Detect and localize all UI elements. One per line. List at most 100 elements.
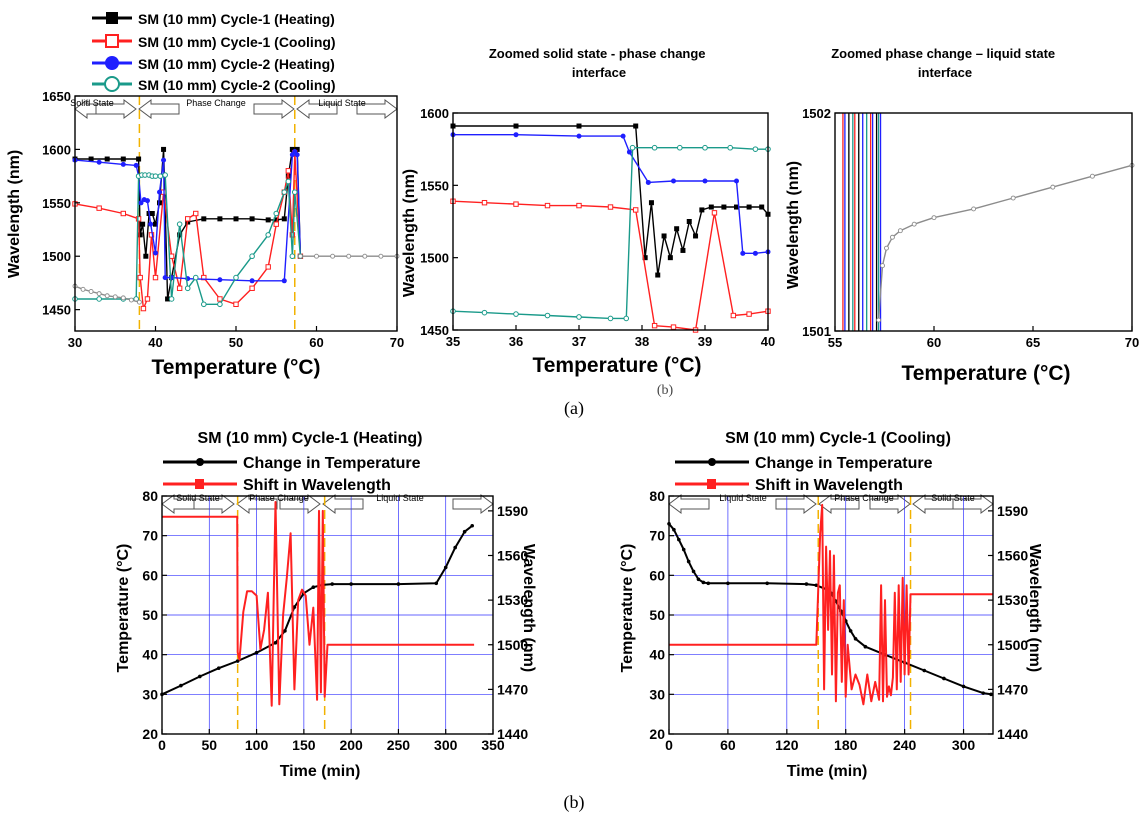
b1-x-axis-label: Time (min)	[280, 763, 361, 780]
a1-point	[217, 301, 223, 308]
a2-point	[746, 204, 752, 210]
legend-label-c1-heating: SM (10 mm) Cycle-1 (Heating)	[138, 11, 335, 27]
b1-point	[453, 545, 457, 550]
b2-y2-tick-label: 1530	[997, 592, 1028, 608]
a1-point	[249, 216, 255, 222]
a1-point	[148, 221, 154, 227]
b2-series-1-line	[669, 503, 993, 706]
b1-x-tick-label: 250	[387, 737, 411, 753]
b1-point	[179, 683, 183, 688]
a2-point	[674, 226, 680, 232]
b2-x-tick-label: 120	[775, 737, 799, 753]
b2-title: SM (10 mm) Cycle-1 (Cooling)	[725, 430, 951, 447]
b2-point	[853, 637, 858, 641]
a1-x-tick-label: 70	[390, 335, 404, 350]
a1-point	[120, 161, 126, 167]
a1-point	[233, 301, 239, 307]
a1-point	[140, 305, 147, 312]
a2-y-tick-label: 1600	[420, 106, 449, 121]
a2-point	[686, 219, 692, 224]
b1-plot: 0 50 100 150 200 250 300 350 20 30 40 50 60 70 80 1440 1…	[142, 488, 528, 753]
a2-point	[734, 178, 739, 184]
a2-point	[693, 233, 699, 239]
a1-point	[120, 156, 126, 162]
a1-point	[136, 299, 142, 305]
a1-point	[153, 221, 158, 227]
b2-point	[686, 559, 691, 564]
a2-point	[481, 309, 488, 316]
b1-point	[462, 529, 467, 534]
a1-x-tick-label: 30	[68, 335, 82, 350]
a1-y-tick-label: 1650	[42, 89, 71, 104]
a1-phase-label-change: Phase Change	[186, 98, 246, 108]
a1-point	[133, 162, 139, 168]
b1-x-tick-label: 150	[292, 737, 316, 753]
a3-point	[971, 206, 977, 212]
b1-y2-tick-label: 1560	[497, 548, 528, 564]
a1-phase-annotations: Solid State Phase Change Liquid State	[70, 98, 398, 119]
a1-point	[249, 278, 255, 284]
a1-point	[112, 294, 118, 300]
a3-point	[911, 221, 917, 227]
b1-x-tick-label: 0	[158, 737, 166, 753]
a1-point	[294, 146, 300, 152]
b2-y2-tick-label: 1560	[997, 548, 1028, 564]
b2-point	[706, 581, 711, 586]
a2-point	[513, 311, 519, 317]
b1-point	[330, 582, 335, 586]
b2-y2-tick-label: 1440	[997, 726, 1028, 742]
a1-point	[157, 173, 164, 179]
legend-marker-c2-cooling	[104, 76, 120, 92]
b1-x-tick-label: 300	[434, 737, 458, 753]
b1-phase-label-change: Phase Change	[249, 493, 309, 503]
a1-x-axis-label: Temperature (°C)	[151, 356, 320, 379]
b1-x-tick-label: 200	[339, 737, 363, 753]
b2-point	[942, 676, 946, 681]
a2-y-tick-label: 1550	[420, 178, 449, 193]
b1-y2-tick-label: 1530	[497, 592, 528, 608]
a2-series-0-markers	[450, 123, 771, 278]
b2-y2-axis-label: Wavelength (nm)	[1026, 544, 1043, 672]
a3-title-line: interface	[918, 65, 972, 80]
a3-plot: 55 60 65 70 1501 1502	[802, 106, 1139, 350]
b2-point	[765, 581, 769, 586]
b2-y-tick-label: 30	[649, 686, 665, 702]
a1-point	[330, 253, 336, 259]
a2-y-tick-label: 1500	[420, 251, 449, 266]
b2-y-tick-label: 70	[649, 528, 665, 544]
a2-point	[642, 255, 648, 261]
b1-y-tick-label: 70	[142, 528, 158, 544]
a1-point	[137, 232, 143, 238]
a1-point	[177, 232, 183, 238]
a1-point	[168, 296, 175, 302]
a1-point	[135, 216, 142, 222]
a2-point	[645, 179, 651, 185]
a2-point	[655, 272, 661, 278]
a2-point	[629, 144, 636, 151]
a2-axes-frame	[452, 112, 769, 331]
b2-point	[681, 547, 686, 552]
a2-x-tick-label: 36	[509, 334, 523, 349]
a2-series-1-line	[452, 200, 769, 331]
a1-y-tick-label: 1550	[42, 196, 71, 211]
a1-point	[281, 216, 287, 222]
a2-point	[513, 132, 519, 138]
b2-point	[677, 537, 681, 542]
a1-point	[104, 293, 110, 299]
legend-entry-c1-cooling: SM (10 mm) Cycle-1 (Cooling)	[92, 34, 336, 50]
a2-point	[746, 311, 752, 317]
legend-entry-c1-heating: SM (10 mm) Cycle-1 (Heating)	[92, 11, 335, 27]
b2-point	[922, 668, 927, 673]
legend-marker-c1-cooling	[105, 34, 119, 48]
b1-y2-tick-label: 1470	[497, 681, 528, 697]
b1-y-axis-label: Temperature (°C)	[115, 544, 132, 673]
legend-marker-c2-heating	[105, 56, 119, 70]
b2-y-axis-label: Temperature (°C)	[619, 544, 636, 673]
a1-point	[273, 210, 280, 217]
a1-point	[294, 152, 300, 158]
a1-point	[162, 275, 168, 281]
a2-point	[576, 123, 582, 129]
b2-y-tick-label: 50	[649, 607, 665, 623]
b2-phase-label-solid: Solid State	[931, 493, 975, 503]
b2-legend: Change in Temperature Shift in Wavelengt…	[675, 455, 933, 494]
